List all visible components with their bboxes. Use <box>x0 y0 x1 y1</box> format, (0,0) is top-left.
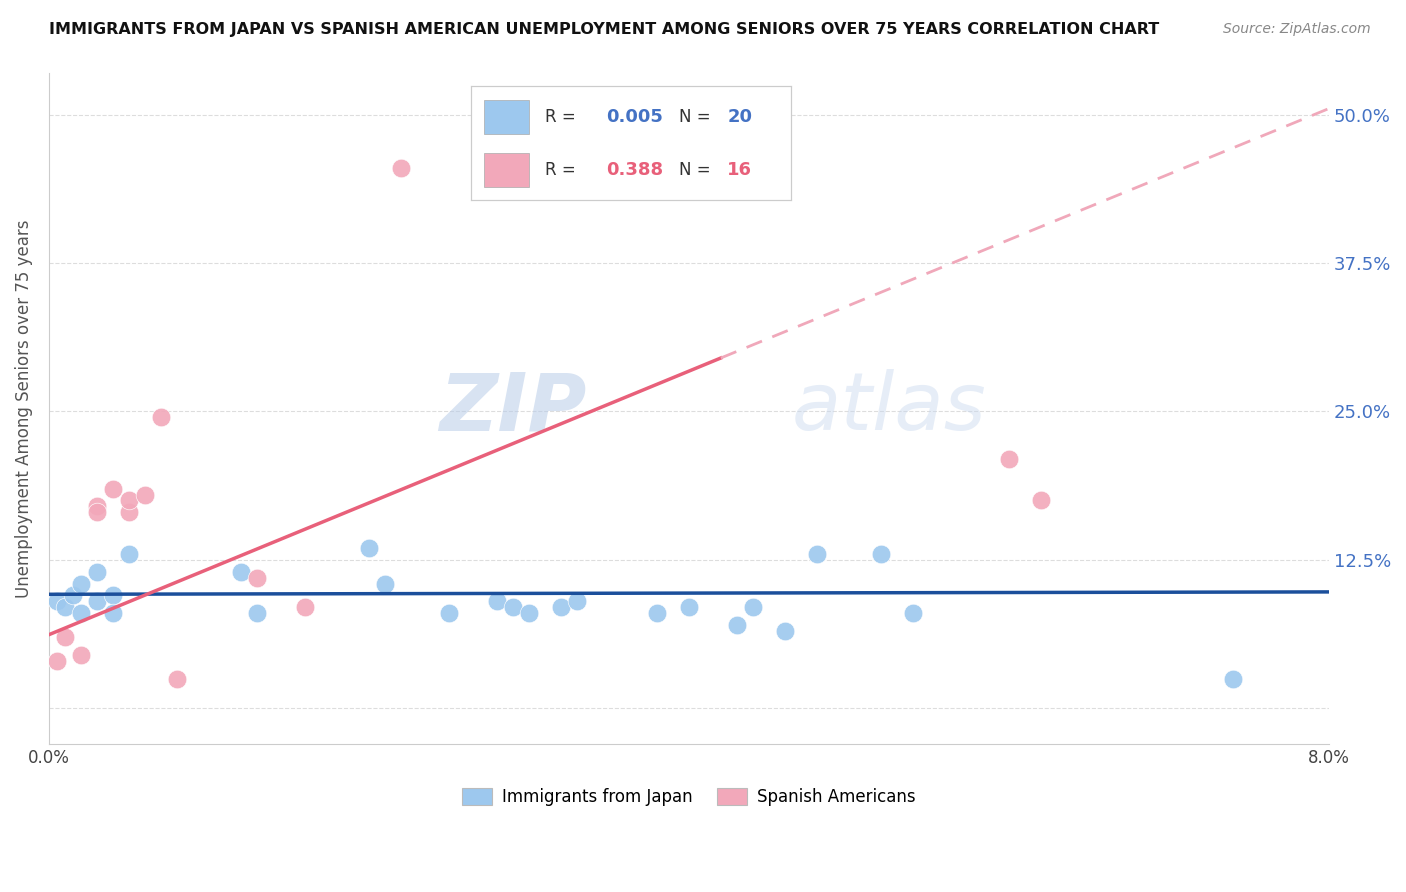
Point <box>741 600 763 615</box>
Point <box>229 565 252 579</box>
Point <box>86 505 108 519</box>
Point <box>134 487 156 501</box>
Text: Source: ZipAtlas.com: Source: ZipAtlas.com <box>1223 22 1371 37</box>
Point <box>86 500 108 514</box>
Point <box>294 600 316 615</box>
Point <box>565 594 588 608</box>
Point <box>502 600 524 615</box>
Point <box>46 594 69 608</box>
Point <box>118 505 141 519</box>
Point <box>118 547 141 561</box>
Point <box>550 600 572 615</box>
Point <box>70 576 93 591</box>
Point <box>70 648 93 662</box>
Point <box>86 594 108 608</box>
Point <box>86 565 108 579</box>
Point <box>901 607 924 621</box>
Point <box>62 589 84 603</box>
Point <box>101 482 124 496</box>
Point <box>1029 493 1052 508</box>
Point <box>357 541 380 555</box>
Point <box>678 600 700 615</box>
Y-axis label: Unemployment Among Seniors over 75 years: Unemployment Among Seniors over 75 years <box>15 219 32 598</box>
Point <box>1222 672 1244 686</box>
Point <box>389 161 412 175</box>
Point <box>246 607 269 621</box>
Point <box>437 607 460 621</box>
Point <box>246 571 269 585</box>
Point <box>869 547 891 561</box>
Point <box>374 576 396 591</box>
Point <box>101 589 124 603</box>
Point <box>101 607 124 621</box>
Point <box>645 607 668 621</box>
Point <box>118 493 141 508</box>
Point <box>46 654 69 668</box>
Point <box>149 410 172 425</box>
Point <box>53 600 76 615</box>
Point <box>485 594 508 608</box>
Point <box>70 607 93 621</box>
Point <box>166 672 188 686</box>
Point <box>998 451 1021 466</box>
Legend: Immigrants from Japan, Spanish Americans: Immigrants from Japan, Spanish Americans <box>456 781 922 813</box>
Point <box>53 630 76 644</box>
Point <box>517 607 540 621</box>
Point <box>725 618 748 632</box>
Text: ZIP: ZIP <box>439 369 586 448</box>
Point <box>773 624 796 639</box>
Point <box>806 547 828 561</box>
Text: IMMIGRANTS FROM JAPAN VS SPANISH AMERICAN UNEMPLOYMENT AMONG SENIORS OVER 75 YEA: IMMIGRANTS FROM JAPAN VS SPANISH AMERICA… <box>49 22 1160 37</box>
Text: atlas: atlas <box>792 369 986 448</box>
